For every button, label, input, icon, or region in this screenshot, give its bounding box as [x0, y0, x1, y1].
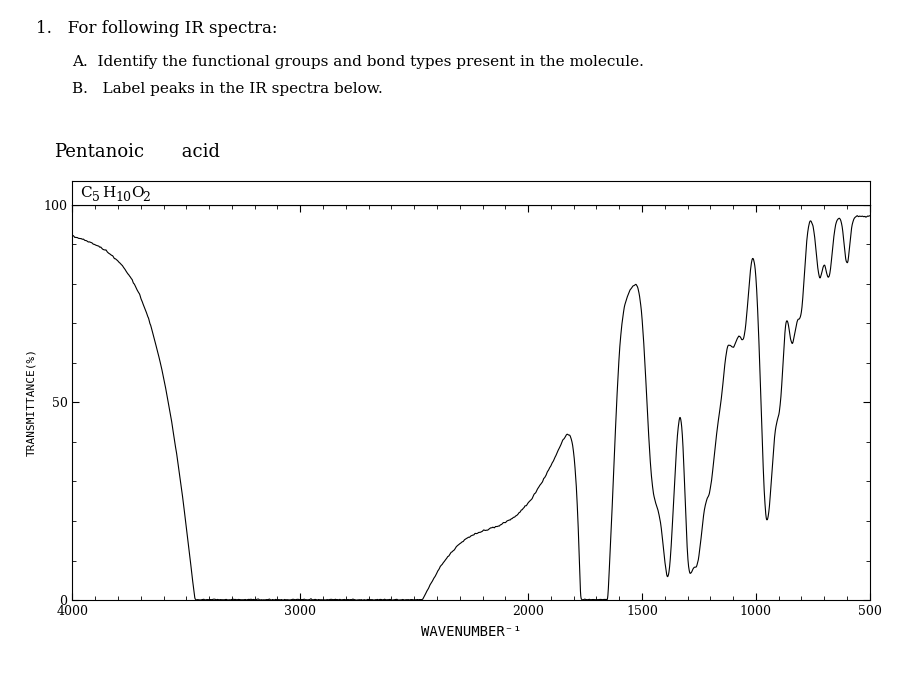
Text: 5: 5: [92, 191, 101, 204]
Text: B.   Label peaks in the IR spectra below.: B. Label peaks in the IR spectra below.: [72, 82, 383, 96]
Text: Pentanoic: Pentanoic: [54, 143, 144, 161]
Text: 10: 10: [116, 191, 131, 204]
Text: C: C: [81, 186, 92, 200]
Text: 2: 2: [142, 191, 150, 204]
Text: A.  Identify the functional groups and bond types present in the molecule.: A. Identify the functional groups and bo…: [72, 55, 644, 69]
Text: 1.   For following IR spectra:: 1. For following IR spectra:: [36, 20, 278, 38]
Text: O: O: [130, 186, 143, 200]
Text: acid: acid: [176, 143, 220, 161]
X-axis label: WAVENUMBER⁻¹: WAVENUMBER⁻¹: [421, 625, 521, 639]
Y-axis label: TRANSMITTANCE(%): TRANSMITTANCE(%): [26, 349, 36, 456]
Text: H: H: [102, 186, 115, 200]
